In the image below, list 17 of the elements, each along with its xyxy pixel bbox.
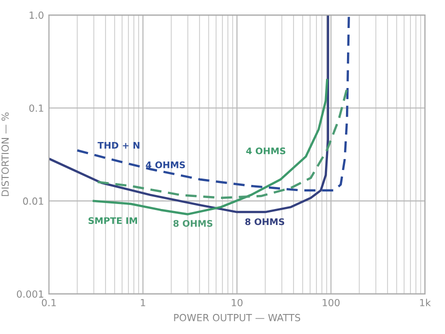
y-axis-title: DISTORTION — % <box>1 112 9 196</box>
annotation: 4 OHMS <box>146 161 185 168</box>
annotation: 4 OHMS <box>246 147 286 154</box>
x-tick-label: 1 <box>140 299 146 306</box>
y-tick-label: 1.0 <box>30 12 44 19</box>
x-tick-label: 100 <box>322 298 340 306</box>
annotation: SMPTE IM <box>88 217 137 224</box>
x-tick-label: 1k <box>420 298 431 306</box>
annotation: 8 OHMS <box>245 218 284 226</box>
x-tick-label: 10 <box>232 298 242 306</box>
x-tick-label: 0.1 <box>42 298 56 306</box>
annotation: THD + N <box>98 142 140 149</box>
annotation: 8 OHMS <box>173 220 212 227</box>
y-tick-label: 0.001 <box>16 290 44 298</box>
y-tick-label: 0.1 <box>29 104 44 112</box>
y-tick-label: 0.01 <box>23 197 44 205</box>
x-axis-title: POWER OUTPUT — WATTS <box>174 314 300 322</box>
